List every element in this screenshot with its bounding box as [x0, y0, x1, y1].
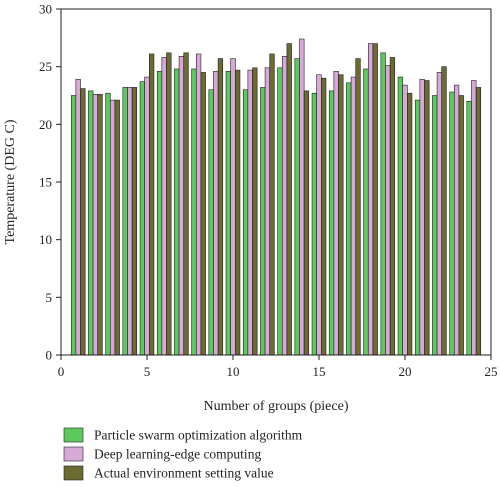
bar-s2-x5	[144, 76, 150, 356]
x-tick-label-5: 25	[485, 364, 498, 379]
bar-s1-x16	[328, 90, 335, 356]
bar-s3-x6	[166, 52, 172, 356]
bar-s3-x2	[97, 94, 103, 356]
bar-s2-x22	[436, 72, 443, 356]
x-tick-label-2: 10	[227, 364, 240, 379]
legend-label-1: Particle swarm optimization algorithm	[94, 428, 303, 443]
bar-s2-x9	[213, 70, 219, 356]
bar-s3-x19	[389, 57, 396, 356]
bar-s2-x23	[453, 84, 460, 356]
bar-s2-x2	[92, 94, 99, 356]
legend-swatch-2	[63, 446, 84, 462]
bar-s3-x1	[80, 88, 86, 356]
bar-s2-x19	[385, 65, 391, 356]
y-tick-label-2: 10	[39, 232, 52, 247]
bar-s1-x18	[363, 68, 369, 356]
bar-s1-x19	[380, 52, 386, 356]
bar-s1-x10	[225, 70, 231, 356]
y-tick-label-5: 25	[39, 59, 52, 74]
legend-label-2: Deep learning-edge computing	[94, 447, 261, 462]
bar-s2-x24	[471, 80, 477, 356]
bar-s3-x8	[200, 72, 206, 356]
bar-s1-x6	[156, 70, 163, 356]
bar-s2-x10	[230, 58, 236, 356]
y-tick-label-4: 20	[39, 117, 52, 132]
x-axis-title: Number of groups (piece)	[203, 399, 348, 414]
bar-s3-x3	[114, 99, 120, 356]
bar-s3-x18	[372, 43, 378, 356]
bar-s3-x4	[131, 87, 138, 356]
bar-s3-x10	[235, 69, 241, 356]
bar-s2-x1	[75, 79, 81, 356]
bar-s2-x11	[247, 69, 253, 356]
y-tick-label-1: 5	[46, 290, 53, 305]
bar-s3-x17	[355, 58, 361, 356]
legend-swatch-3	[63, 465, 84, 481]
bar-s1-x11	[242, 89, 249, 356]
bar-s2-x15	[316, 74, 322, 356]
bar-s1-x15	[311, 92, 317, 356]
legend-swatch-1	[63, 427, 84, 443]
y-tick-label-6: 30	[39, 2, 52, 17]
bar-s1-x7	[174, 68, 180, 356]
bar-s1-x8	[191, 68, 197, 356]
bar-s3-x14	[303, 90, 310, 356]
legend: Particle swarm optimization algorithm Dee…	[63, 427, 303, 481]
bar-s3-x9	[217, 58, 224, 356]
bar-s1-x13	[277, 67, 283, 356]
legend-label-3: Actual environment setting value	[94, 466, 274, 481]
x-tick-label-4: 20	[399, 364, 412, 379]
bar-s2-x16	[333, 70, 339, 356]
bar-s1-x17	[346, 82, 352, 356]
axes-layer: 0 5 10 15 20 25 30 0 5 10 15 20 25	[39, 2, 498, 380]
bar-s3-x15	[321, 77, 327, 356]
bar-s2-x3	[109, 99, 116, 356]
bar-s1-x22	[432, 95, 438, 356]
bars-layer	[70, 38, 482, 356]
bar-s3-x23	[458, 95, 464, 356]
bar-s2-x8	[195, 53, 202, 356]
x-tick-label-1: 5	[144, 364, 151, 379]
bar-s2-x6	[161, 57, 167, 356]
bar-s1-x5	[139, 81, 145, 356]
y-tick-label-0: 0	[46, 348, 53, 363]
x-tick-label-3: 15	[313, 364, 326, 379]
bar-s2-x18	[367, 43, 374, 356]
bar-s1-x4	[122, 87, 128, 356]
bar-s1-x14	[294, 58, 300, 356]
y-axis-title: Temperature (DEG C)	[3, 119, 18, 244]
bar-s1-x20	[397, 76, 403, 356]
bar-s2-x14	[299, 38, 305, 356]
bar-s1-x12	[260, 87, 266, 356]
bar-s1-x3	[105, 92, 111, 356]
bar-s1-x1	[70, 95, 77, 356]
bar-s2-x20	[402, 84, 408, 356]
bar-s3-x12	[269, 53, 275, 356]
bar-s1-x21	[414, 99, 421, 356]
x-tick-label-0: 0	[58, 364, 65, 379]
bar-s2-x21	[419, 79, 425, 356]
bar-s2-x17	[350, 76, 357, 356]
bar-s2-x12	[264, 67, 271, 356]
bar-s2-x7	[178, 55, 185, 356]
bar-s3-x11	[252, 67, 258, 356]
bar-s2-x4	[127, 87, 133, 356]
bar-s3-x16	[338, 74, 344, 356]
bar-s3-x21	[424, 80, 430, 356]
bar-s2-x13	[281, 55, 288, 356]
bar-s3-x7	[183, 52, 189, 356]
bar-s1-x23	[449, 91, 455, 356]
bar-s3-x24	[475, 87, 482, 356]
y-tick-label-3: 15	[39, 175, 52, 190]
bar-s3-x22	[441, 66, 447, 356]
bar-s3-x20	[407, 92, 413, 356]
bar-s1-x9	[208, 89, 214, 356]
bar-s3-x5	[149, 53, 155, 356]
bar-s1-x2	[88, 90, 94, 356]
bar-s1-x24	[466, 100, 472, 356]
bar-s3-x13	[286, 43, 292, 356]
